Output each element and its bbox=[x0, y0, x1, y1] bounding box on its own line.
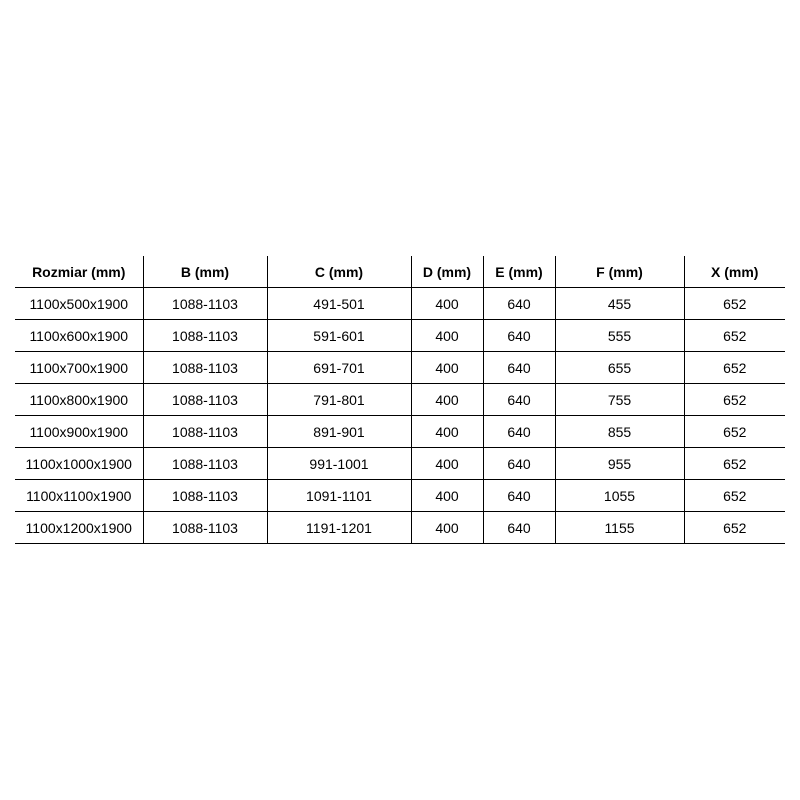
table-cell: 640 bbox=[482, 319, 555, 352]
table-cell: 400 bbox=[410, 351, 483, 384]
table-cell: 652 bbox=[683, 383, 785, 416]
table-cell: 652 bbox=[683, 511, 785, 544]
table-cell: 640 bbox=[482, 447, 555, 480]
table-cell: 400 bbox=[410, 415, 483, 448]
header-row: Rozmiar (mm) B (mm) C (mm) D (mm) E (mm) F (m… bbox=[15, 256, 785, 288]
table-cell: 652 bbox=[683, 479, 785, 512]
table-cell: 640 bbox=[482, 479, 555, 512]
table-cell: 1100x500x1900 bbox=[15, 287, 143, 320]
column-header: F (mm) bbox=[554, 256, 684, 288]
table-cell: 640 bbox=[482, 415, 555, 448]
table-row: 1100x700x1900 1088-1103 691-701 400 640 655 65… bbox=[15, 351, 785, 384]
table-cell: 640 bbox=[482, 383, 555, 416]
table-cell: 1055 bbox=[554, 479, 684, 512]
table-cell: 1100x600x1900 bbox=[15, 319, 143, 352]
table-cell: 652 bbox=[683, 351, 785, 384]
table-cell: 400 bbox=[410, 447, 483, 480]
column-header: D (mm) bbox=[410, 256, 483, 288]
table-cell: 1155 bbox=[554, 511, 684, 544]
column-header: B (mm) bbox=[142, 256, 267, 288]
table-cell: 555 bbox=[554, 319, 684, 352]
table-cell: 1088-1103 bbox=[142, 383, 267, 416]
table-cell: 1100x1200x1900 bbox=[15, 511, 143, 544]
table-cell: 400 bbox=[410, 287, 483, 320]
table-row: 1100x600x1900 1088-1103 591-601 400 640 555 65… bbox=[15, 319, 785, 352]
table-cell: 655 bbox=[554, 351, 684, 384]
table-cell: 400 bbox=[410, 383, 483, 416]
table-row: 1100x800x1900 1088-1103 791-801 400 640 755 65… bbox=[15, 383, 785, 416]
table-cell: 400 bbox=[410, 511, 483, 544]
table-row: 1100x1100x1900 1088-1103 1091-1101 400 640 10… bbox=[15, 479, 785, 512]
table-cell: 791-801 bbox=[266, 383, 411, 416]
table-cell: 400 bbox=[410, 319, 483, 352]
table-cell: 652 bbox=[683, 319, 785, 352]
table-cell: 991-1001 bbox=[266, 447, 411, 480]
table-cell: 855 bbox=[554, 415, 684, 448]
table-cell: 455 bbox=[554, 287, 684, 320]
table-cell: 640 bbox=[482, 287, 555, 320]
table-cell: 891-901 bbox=[266, 415, 411, 448]
table-cell: 1091-1101 bbox=[266, 479, 411, 512]
table-cell: 1088-1103 bbox=[142, 319, 267, 352]
table-cell: 1191-1201 bbox=[266, 511, 411, 544]
table-cell: 1100x700x1900 bbox=[15, 351, 143, 384]
table-cell: 640 bbox=[482, 511, 555, 544]
dimensions-table: Rozmiar (mm) B (mm) C (mm) D (mm) E (mm) F (m… bbox=[15, 256, 785, 544]
table-cell: 955 bbox=[554, 447, 684, 480]
table-row: 1100x900x1900 1088-1103 891-901 400 640 855 65… bbox=[15, 415, 785, 448]
table-cell: 755 bbox=[554, 383, 684, 416]
column-header: C (mm) bbox=[266, 256, 411, 288]
table-cell: 1088-1103 bbox=[142, 287, 267, 320]
table-cell: 491-501 bbox=[266, 287, 411, 320]
table-cell: 652 bbox=[683, 415, 785, 448]
table-cell: 652 bbox=[683, 287, 785, 320]
table-cell: 1100x900x1900 bbox=[15, 415, 143, 448]
table-cell: 691-701 bbox=[266, 351, 411, 384]
column-header: X (mm) bbox=[683, 256, 785, 288]
table-row: 1100x1000x1900 1088-1103 991-1001 400 640 955… bbox=[15, 447, 785, 480]
table-cell: 1088-1103 bbox=[142, 479, 267, 512]
table-cell: 1100x1000x1900 bbox=[15, 447, 143, 480]
table-cell: 652 bbox=[683, 447, 785, 480]
table-cell: 1088-1103 bbox=[142, 415, 267, 448]
column-header: Rozmiar (mm) bbox=[15, 256, 143, 288]
table-cell: 1100x800x1900 bbox=[15, 383, 143, 416]
table-cell: 591-601 bbox=[266, 319, 411, 352]
table-cell: 1088-1103 bbox=[142, 511, 267, 544]
column-header: E (mm) bbox=[482, 256, 555, 288]
table-cell: 1088-1103 bbox=[142, 447, 267, 480]
table-cell: 400 bbox=[410, 479, 483, 512]
table-row: 1100x1200x1900 1088-1103 1191-1201 400 640 11… bbox=[15, 511, 785, 544]
table-cell: 1100x1100x1900 bbox=[15, 479, 143, 512]
table-cell: 1088-1103 bbox=[142, 351, 267, 384]
table-cell: 640 bbox=[482, 351, 555, 384]
table-row: 1100x500x1900 1088-1103 491-501 400 640 455 65… bbox=[15, 287, 785, 320]
